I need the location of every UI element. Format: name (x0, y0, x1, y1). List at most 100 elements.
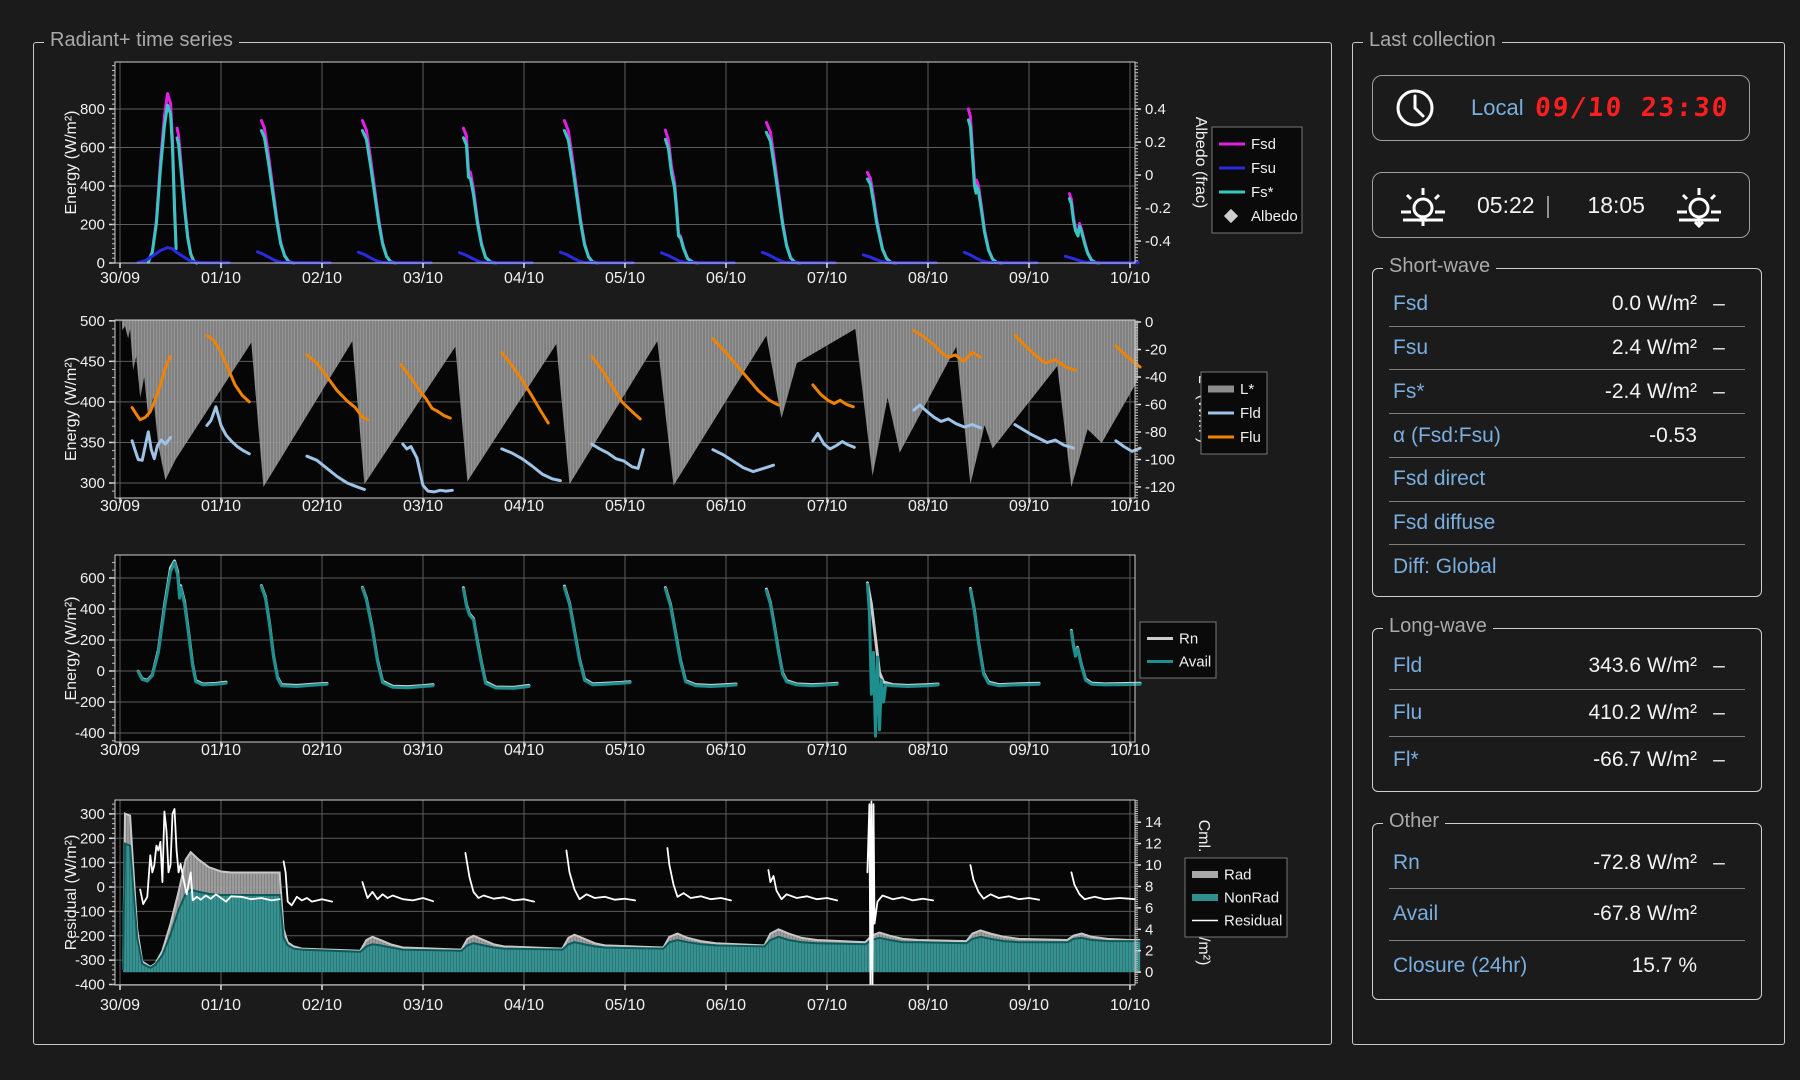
section-title: Short-wave (1383, 255, 1497, 278)
svg-text:-200: -200 (75, 928, 105, 945)
row-label: Flu (1393, 701, 1423, 724)
svg-text:400: 400 (80, 601, 105, 618)
svg-text:07/10: 07/10 (807, 498, 847, 515)
sunrise-icon (1397, 182, 1449, 228)
row-value: -66.7 W/m² (1593, 748, 1697, 771)
svg-text:09/10: 09/10 (1009, 498, 1049, 515)
svg-text:-20: -20 (1145, 341, 1167, 358)
sun-times-box: 05:22 | 18:05 (1372, 172, 1750, 238)
data-row: α (Fsd:Fsu) -0.53 (1389, 414, 1745, 458)
svg-text:14: 14 (1145, 814, 1162, 831)
svg-text:12: 12 (1145, 836, 1162, 853)
sun-divider: | (1545, 191, 1551, 218)
svg-text:100: 100 (80, 855, 105, 872)
svg-text:NonRad: NonRad (1224, 890, 1279, 907)
section-rows: Rn -72.8 W/m² – Avail -67.8 W/m² Closure… (1389, 838, 1745, 991)
svg-text:03/10: 03/10 (403, 742, 443, 759)
svg-text:06/10: 06/10 (706, 997, 746, 1014)
chart-4: 300 200 100 0 -100 -200 -300 -400 14 12 10 8 6 4 2 0 30/… (63, 799, 1288, 1014)
svg-text:10/10: 10/10 (1110, 270, 1150, 287)
chart-4-legend: Rad NonRad Residual (1184, 857, 1288, 938)
row-label: Avail (1393, 902, 1439, 926)
row-value: 2.4 W/m² (1611, 336, 1697, 360)
row-trend-indicator: – (1713, 379, 1725, 403)
svg-text:02/10: 02/10 (302, 742, 342, 759)
data-row: Flu 410.2 W/m² – (1389, 690, 1745, 737)
row-trend-indicator: – (1713, 336, 1725, 360)
timeseries-panel: Radiant+ time series (33, 29, 1332, 1045)
svg-text:600: 600 (80, 139, 105, 156)
clock-label: Local (1471, 95, 1524, 120)
svg-text:0: 0 (97, 663, 105, 680)
data-row: Fsd direct (1389, 458, 1745, 502)
svg-text:300: 300 (80, 806, 105, 823)
svg-text:0: 0 (97, 255, 105, 272)
svg-text:05/10: 05/10 (605, 270, 645, 287)
data-row: Fl* -66.7 W/m² – (1389, 737, 1745, 783)
svg-text:Fs*: Fs* (1251, 184, 1274, 201)
svg-text:06/10: 06/10 (706, 270, 746, 287)
row-value: 410.2 W/m² (1588, 701, 1697, 724)
svg-text:Energy (W/m²): Energy (W/m²) (63, 357, 80, 461)
row-value: -2.4 W/m² (1604, 379, 1697, 403)
svg-text:0: 0 (1145, 314, 1153, 331)
sunrise-time: 05:22 (1477, 191, 1535, 218)
svg-text:Residual: Residual (1224, 913, 1282, 930)
svg-text:200: 200 (80, 830, 105, 847)
svg-text:03/10: 03/10 (403, 270, 443, 287)
svg-text:05/10: 05/10 (605, 742, 645, 759)
chart-3-legend: Rn Avail (1139, 621, 1217, 679)
section-title: Long-wave (1383, 615, 1493, 638)
timeseries-panel-title: Radiant+ time series (44, 29, 239, 52)
svg-text:03/10: 03/10 (403, 997, 443, 1014)
svg-text:350: 350 (80, 434, 105, 451)
row-label: Rn (1393, 851, 1420, 875)
svg-text:01/10: 01/10 (201, 498, 241, 515)
svg-text:07/10: 07/10 (807, 997, 847, 1014)
svg-text:09/10: 09/10 (1009, 270, 1049, 287)
svg-text:02/10: 02/10 (302, 270, 342, 287)
last-collection-panel: Last collection (1352, 29, 1785, 1045)
svg-text:-100: -100 (75, 903, 105, 920)
svg-text:Albedo (frac): Albedo (frac) (1192, 117, 1209, 209)
svg-text:-400: -400 (75, 977, 105, 994)
svg-text:Residual (W/m²): Residual (W/m²) (63, 835, 80, 951)
svg-text:Fld: Fld (1240, 405, 1261, 422)
chart-2: 500 450 400 350 300 0 -20 -40 -60 -80 -100 -120 30/0… (63, 313, 1268, 515)
svg-text:05/10: 05/10 (605, 997, 645, 1014)
data-row: Fs* -2.4 W/m² – (1389, 370, 1745, 415)
row-value: 343.6 W/m² (1588, 654, 1697, 677)
data-row: Avail -67.8 W/m² (1389, 889, 1745, 941)
data-row: Fld 343.6 W/m² – (1389, 643, 1745, 690)
data-row: Rn -72.8 W/m² – (1389, 838, 1745, 890)
svg-text:Rn: Rn (1179, 631, 1198, 648)
sunset-time: 18:05 (1587, 191, 1645, 218)
svg-text:05/10: 05/10 (605, 498, 645, 515)
svg-text:-400: -400 (75, 725, 105, 742)
svg-text:Flu: Flu (1240, 429, 1261, 446)
last-collection-title: Last collection (1363, 29, 1502, 52)
svg-text:02/10: 02/10 (302, 997, 342, 1014)
svg-text:-120: -120 (1145, 479, 1175, 496)
svg-text:10/10: 10/10 (1110, 742, 1150, 759)
svg-text:08/10: 08/10 (908, 270, 948, 287)
row-trend-indicator: – (1713, 851, 1725, 875)
row-trend-indicator: – (1713, 292, 1725, 316)
chart-1-legend: Fsd Fsu Fs* Albedo (1211, 126, 1303, 234)
svg-text:30/09: 30/09 (100, 498, 140, 515)
svg-text:08/10: 08/10 (908, 498, 948, 515)
svg-text:30/09: 30/09 (100, 742, 140, 759)
row-label: Fld (1393, 654, 1423, 677)
svg-text:300: 300 (80, 475, 105, 492)
svg-text:30/09: 30/09 (100, 270, 140, 287)
data-row: Fsd diffuse (1389, 502, 1745, 546)
svg-text:-80: -80 (1145, 424, 1167, 441)
svg-text:0: 0 (1145, 964, 1153, 981)
svg-text:01/10: 01/10 (201, 997, 241, 1014)
svg-text:10: 10 (1145, 857, 1162, 874)
row-label: Fsd direct (1393, 467, 1486, 491)
svg-text:-60: -60 (1145, 396, 1167, 413)
svg-text:500: 500 (80, 313, 105, 330)
